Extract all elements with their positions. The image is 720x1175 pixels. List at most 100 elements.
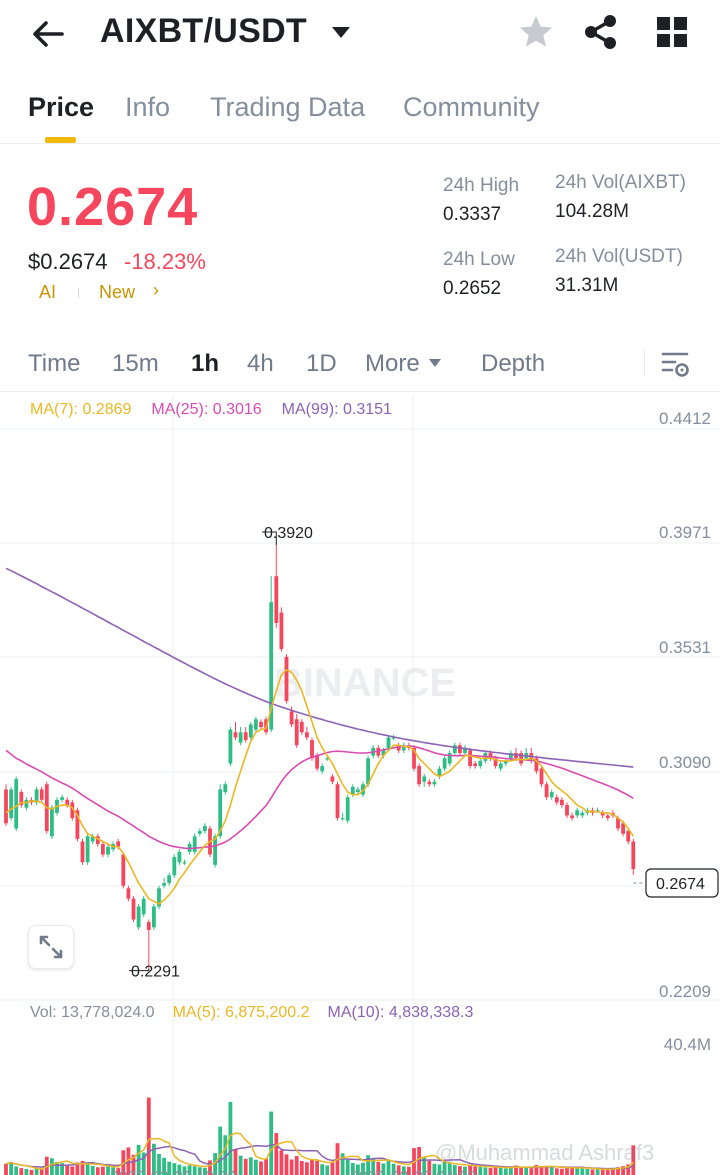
fullscreen-button[interactable]	[28, 925, 74, 969]
candle-body	[70, 802, 75, 819]
candle-body	[223, 784, 228, 793]
more-caret-icon[interactable]	[429, 359, 441, 367]
candle-body	[106, 846, 110, 855]
tab-price[interactable]: Price	[28, 92, 95, 122]
candle-body	[289, 711, 294, 725]
volume-bar	[350, 1162, 355, 1175]
low-marker-label: 0.2291	[131, 964, 180, 981]
candle-body	[605, 815, 610, 819]
volume-bar	[279, 1150, 284, 1175]
stat-24h-high-label: 24h High	[443, 175, 520, 196]
share-icon[interactable]	[584, 14, 618, 50]
candle-body	[60, 797, 64, 800]
stat-24h-low-label: 24h Low	[443, 249, 515, 270]
candle-body	[305, 732, 309, 738]
volume-bar	[284, 1154, 289, 1175]
volume-axis-label: 40.4M	[664, 1035, 711, 1054]
volume-bar	[519, 1166, 523, 1175]
interval-depth[interactable]: Depth	[481, 350, 546, 377]
candle-body	[141, 898, 146, 915]
interval-divider	[644, 350, 645, 376]
candle-body	[299, 721, 304, 733]
volume-bar	[218, 1126, 223, 1175]
stat-vol-quote-label: 24h Vol(USDT)	[555, 246, 683, 267]
pair-title[interactable]: AIXBT/USDT	[100, 12, 307, 50]
volume-bar	[101, 1166, 105, 1175]
volume-bar	[621, 1166, 625, 1175]
volume-bar	[345, 1159, 350, 1175]
caret-down-icon[interactable]	[330, 24, 352, 40]
volume-bar	[549, 1167, 554, 1175]
tab-community[interactable]: Community	[403, 92, 540, 122]
volume-value: Vol: 13,778,024.0	[30, 1004, 155, 1021]
volume-bar	[233, 1149, 238, 1175]
ma7-line	[5, 669, 634, 905]
volume-bar	[468, 1164, 472, 1175]
candle-body	[534, 758, 539, 772]
candle-body	[427, 781, 432, 785]
volume-bar	[361, 1162, 365, 1175]
candle-body	[131, 898, 136, 920]
tab-info[interactable]: Info	[125, 92, 171, 122]
volume-bar	[503, 1168, 508, 1175]
binance-watermark: BINANCE	[274, 661, 456, 705]
candle-body	[65, 799, 70, 806]
volume-bar	[366, 1155, 370, 1175]
candle-body	[172, 857, 177, 876]
volume-bar	[401, 1166, 406, 1175]
candle-body	[228, 729, 233, 764]
star-icon[interactable]	[518, 14, 554, 50]
volume-bar	[39, 1169, 44, 1175]
tag-new[interactable]: New	[99, 282, 136, 302]
y-tick-label: 0.4412	[659, 409, 711, 428]
candle-body	[330, 776, 335, 782]
volume-bar	[70, 1166, 75, 1175]
candle-body	[248, 724, 253, 738]
volume-bar	[254, 1159, 258, 1175]
last-price-tag-label: 0.2674	[656, 876, 705, 893]
expand-icon	[39, 935, 63, 959]
candle-body	[192, 836, 197, 852]
volume-bar	[259, 1161, 263, 1175]
volume-bar	[447, 1163, 452, 1175]
candle-body	[238, 732, 243, 743]
candle-body	[146, 922, 151, 930]
interval-1h[interactable]: 1h	[191, 350, 220, 377]
interval-1d[interactable]: 1D	[306, 350, 337, 377]
chevron-right-icon[interactable]: ›	[153, 280, 159, 300]
chart-settings-icon[interactable]	[660, 350, 690, 380]
candle-body	[284, 656, 289, 702]
candle-body	[294, 719, 299, 746]
interval-15m[interactable]: 15m	[112, 350, 159, 377]
volume-bar	[509, 1167, 513, 1175]
candle-body	[24, 799, 29, 808]
moving-averages	[5, 567, 634, 905]
low-marker-line	[129, 968, 150, 972]
volume-bar	[75, 1162, 80, 1175]
candle-body	[213, 836, 217, 865]
back-arrow-icon[interactable]	[28, 14, 68, 54]
candle-body	[233, 732, 238, 738]
candle-body	[493, 758, 498, 767]
volume-bar	[371, 1157, 376, 1175]
grid-menu-icon[interactable]	[656, 16, 688, 48]
tab-trading-data[interactable]: Trading Data	[210, 92, 366, 122]
x-axis-label: 2025-02-23 19:00	[110, 1169, 236, 1175]
volume-bar	[356, 1164, 360, 1175]
last-price: 0.2674	[27, 177, 199, 237]
interval-time[interactable]: Time	[28, 350, 81, 377]
candle-body	[458, 745, 462, 754]
candle-body	[182, 862, 187, 864]
interval-4h[interactable]: 4h	[247, 350, 274, 377]
ma99-legend: MA(99): 0.3151	[281, 401, 392, 418]
volume-bar	[570, 1166, 574, 1175]
volume-bar	[24, 1168, 29, 1175]
ma99-line	[5, 567, 634, 768]
interval-more[interactable]: More	[365, 350, 420, 377]
volume-bar	[524, 1167, 529, 1175]
volume-bar	[248, 1157, 253, 1175]
candle-body	[422, 776, 427, 782]
ma25-line	[5, 745, 634, 850]
tag-ai[interactable]: AI	[39, 282, 57, 302]
candlestick-chart[interactable]: BINANCE 0.44120.39710.35310.30900.22090.…	[0, 392, 720, 1175]
